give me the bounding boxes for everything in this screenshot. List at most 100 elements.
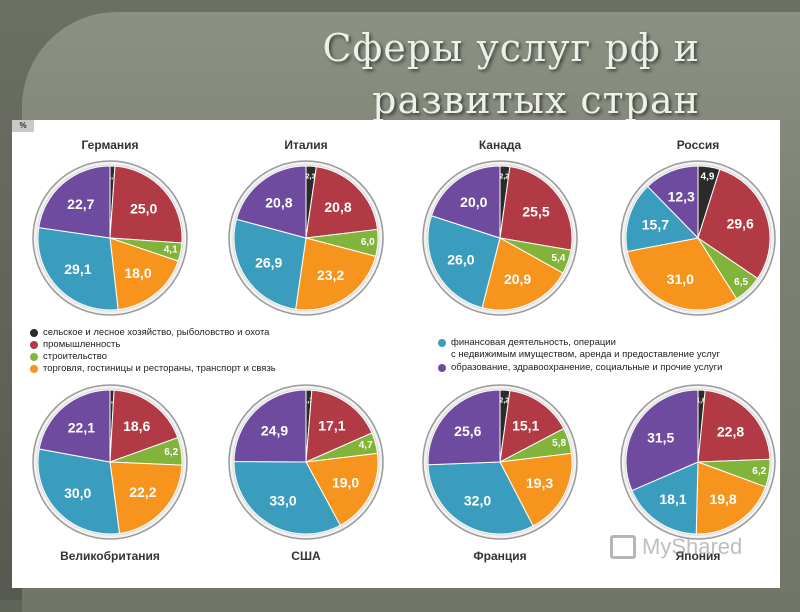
pie-value-label: 2,3 xyxy=(306,174,316,181)
legend-swatch xyxy=(438,338,446,347)
pie-slice-trade xyxy=(695,461,767,535)
pie-value-label: 32,0 xyxy=(464,493,491,509)
pie-value-label: 15,7 xyxy=(642,217,669,233)
legend-swatch xyxy=(30,328,38,337)
pie-slice-education xyxy=(38,165,111,239)
pie-value-label: 4,9 xyxy=(701,171,715,182)
pie-value-label: 19,8 xyxy=(709,491,736,507)
pie-slice-trade xyxy=(295,237,377,311)
pie-title: Канада xyxy=(479,138,522,152)
pie-value-label: 18,6 xyxy=(123,418,150,434)
pie-slice-industry xyxy=(305,389,373,463)
pie-value-label: 4,7 xyxy=(359,440,373,451)
legend-label: сельское и лесное хозяйство, рыболовство… xyxy=(43,327,270,338)
pie-slice-finance xyxy=(427,461,534,535)
pie-slice-industry xyxy=(697,389,771,463)
pie-slice-finance xyxy=(625,185,700,253)
pie-slice-industry xyxy=(499,390,565,463)
pie-6: 1,3 17,1 4,7 19,0 33,0 24,9 США xyxy=(228,384,384,563)
pie-value-label: 25,0 xyxy=(130,201,157,217)
pie-slice-education xyxy=(427,389,501,466)
pie-slice-trade xyxy=(305,452,379,526)
watermark-text: MyShared xyxy=(642,534,743,559)
pie-value-label: 26,9 xyxy=(255,255,282,271)
pie-slice-industry xyxy=(305,166,379,239)
pie-value-label: 20,8 xyxy=(324,199,351,215)
pie-value-label: 29,6 xyxy=(727,215,754,231)
pie-slice-trade xyxy=(481,237,564,311)
pie-value-label: 1,1 xyxy=(107,174,117,181)
pie-value-label: 17,1 xyxy=(318,418,345,434)
pie-slice-finance xyxy=(37,227,119,311)
pie-7: 2,2 15,1 5,8 19,3 32,0 25,6 Франция xyxy=(422,384,578,563)
pie-charts: 1,1 25,0 4,1 18,0 29,1 22,7 Германия 2,3 20,8 6,0… xyxy=(32,138,776,563)
pie-value-label: 6,0 xyxy=(361,237,375,248)
pie-slice-trade xyxy=(626,237,738,311)
pie-value-label: 31,5 xyxy=(647,430,674,446)
pie-4: 4,9 29,6 6,5 31,0 15,7 12,3 Россия xyxy=(620,138,776,316)
pie-value-label: 22,7 xyxy=(67,196,94,212)
pie-value-label: 20,0 xyxy=(460,194,487,210)
pie-value-label: 18,1 xyxy=(659,491,686,507)
legend-swatch xyxy=(30,364,38,373)
legend-item-agriculture: сельское и лесное хозяйство, рыболовство… xyxy=(30,327,269,338)
pie-value-label: 22,1 xyxy=(68,420,95,436)
pie-slice-education xyxy=(38,389,111,463)
legend-item-trade: торговля, гостиницы и рестораны, транспо… xyxy=(30,363,276,374)
presentation-icon xyxy=(610,535,636,559)
pie-slice-education xyxy=(235,165,307,239)
legend-item-education: образование, здравоохранение, социальные… xyxy=(438,362,722,373)
pie-title: Великобритания xyxy=(60,549,160,563)
legend-label: образование, здравоохранение, социальные… xyxy=(451,362,723,373)
pie-slice-education xyxy=(430,165,501,239)
pie-value-label: 20,8 xyxy=(265,195,292,211)
pie-slice-finance xyxy=(631,461,699,535)
pie-3: 2,2 25,5 5,4 20,9 26,0 20,0 Канада xyxy=(422,138,578,316)
pie-slice-finance xyxy=(427,215,501,309)
pie-value-label: 6,2 xyxy=(752,466,766,477)
pie-value-label: 2,2 xyxy=(499,398,509,405)
legend-label: финансовая деятельность, операции xyxy=(451,337,616,348)
legend-label: промышленность xyxy=(43,339,121,350)
pie-slice-industry xyxy=(499,166,573,251)
pie-value-label: 6,5 xyxy=(734,277,748,288)
pie-title: Япония xyxy=(676,549,721,563)
pie-title: Германия xyxy=(81,138,138,152)
pie-slice-trade xyxy=(499,452,573,527)
pie-1: 1,1 25,0 4,1 18,0 29,1 22,7 Германия xyxy=(32,138,188,316)
pie-value-label: 1,3 xyxy=(304,398,314,405)
pie-title: Россия xyxy=(677,138,720,152)
pie-title: Италия xyxy=(284,138,327,152)
pie-value-label: 22,8 xyxy=(717,423,744,439)
pie-value-label: 0,9 xyxy=(107,398,117,405)
pie-slice-industry xyxy=(109,389,179,463)
legend-item-finance-line2: с недвижимым имуществом, аренда и предос… xyxy=(451,349,721,360)
legend-swatch xyxy=(30,352,38,361)
pie-value-label: 19,3 xyxy=(526,475,553,491)
watermark: MyShared xyxy=(610,534,742,560)
pie-slice-finance xyxy=(233,218,307,310)
legend-item-finance: финансовая деятельность, операции xyxy=(438,337,616,348)
chart-figure: % 1,1 25,0 4,1 18,0 29,1 22,7 Германия 2,3 20,8 6… xyxy=(12,120,780,588)
pie-value-label: 1,6 xyxy=(696,398,706,405)
legend-label: торговля, гостиницы и рестораны, транспо… xyxy=(43,363,276,374)
pie-value-label: 6,2 xyxy=(164,447,178,458)
pie-value-label: 5,8 xyxy=(552,438,566,449)
legend-label: строительство xyxy=(43,351,108,362)
pie-value-label: 18,0 xyxy=(124,265,151,281)
unit-label: % xyxy=(12,120,34,132)
pie-value-label: 25,5 xyxy=(522,204,549,220)
pie-value-label: 22,2 xyxy=(129,484,156,500)
pie-value-label: 33,0 xyxy=(269,492,296,508)
legend-swatch xyxy=(30,340,38,349)
pie-value-label: 24,9 xyxy=(261,422,288,438)
pie-title: Франция xyxy=(473,549,526,563)
pie-value-label: 2,2 xyxy=(499,174,509,181)
pie-value-label: 26,0 xyxy=(447,252,474,268)
pie-2: 2,3 20,8 6,0 23,2 26,9 20,8 Италия xyxy=(228,138,384,316)
pie-value-label: 30,0 xyxy=(64,485,91,501)
pie-value-label: 20,9 xyxy=(504,271,531,287)
pie-slice-education xyxy=(647,165,699,240)
pie-value-label: 15,1 xyxy=(512,418,539,434)
pie-value-label: 19,0 xyxy=(332,475,359,491)
